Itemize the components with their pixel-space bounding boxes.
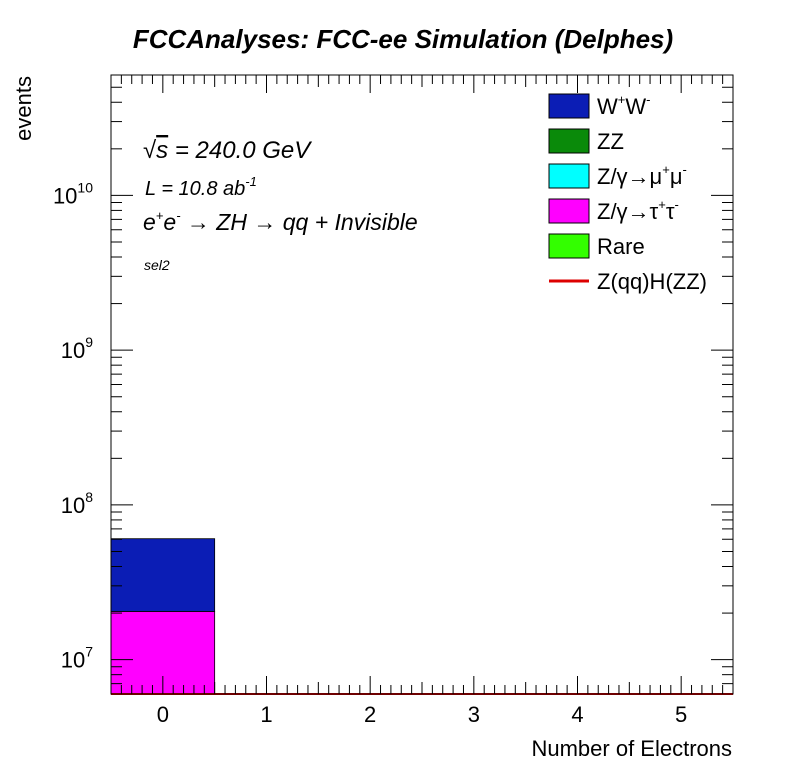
- chart-title: FCCAnalyses: FCC-ee Simulation (Delphes): [133, 24, 673, 54]
- legend-entry: Z/γ→τ+τ-: [548, 197, 679, 224]
- x-tick-label: 4: [571, 702, 583, 727]
- y-tick-label: 107: [61, 644, 93, 673]
- bars-group: [110, 538, 216, 695]
- legend-label: Rare: [597, 234, 645, 259]
- legend-swatch: [548, 163, 590, 189]
- y-axis-label: events: [11, 76, 36, 141]
- legend-entry: ZZ: [548, 128, 624, 154]
- y-tick-label: 1010: [53, 179, 93, 208]
- annotations: √s = 240.0 GeV L = 10.8 ab-1 e+e- → ZH →…: [143, 137, 418, 273]
- legend-swatch: [548, 198, 590, 224]
- legend-label: Z/γ→μ+μ-: [597, 162, 687, 189]
- bar-w-w--bin-0: [110, 538, 216, 612]
- y-tick-label: 108: [61, 489, 93, 518]
- y-tick-labels: 107 108 109 1010: [53, 179, 93, 672]
- x-tick-label: 5: [675, 702, 687, 727]
- y-tick-label: 109: [61, 334, 93, 363]
- legend-label: Z(qq)H(ZZ): [597, 269, 707, 294]
- legend-entry: Z/γ→μ+μ-: [548, 162, 687, 189]
- x-tick-label: 3: [468, 702, 480, 727]
- x-tick-label: 0: [157, 702, 169, 727]
- annotation-energy: √s = 240.0 GeV: [143, 137, 312, 164]
- x-axis-label: Number of Electrons: [531, 736, 732, 761]
- legend-label: W+W-: [597, 92, 650, 119]
- legend-entry: Z(qq)H(ZZ): [549, 269, 707, 294]
- legend-swatch: [548, 93, 590, 119]
- legend-entry: W+W-: [548, 92, 650, 119]
- annotation-process: e+e- → ZH → qq + Invisible: [143, 208, 418, 235]
- x-tick-labels: 0 1 2 3 4 5: [157, 702, 688, 727]
- legend-swatch: [548, 128, 590, 154]
- legend-entry: Rare: [548, 233, 645, 259]
- ticks-group: [110, 74, 734, 695]
- legend-swatch: [548, 233, 590, 259]
- legend-label: Z/γ→τ+τ-: [597, 197, 679, 224]
- annotation-selection: sel2: [144, 257, 170, 273]
- legend: W+W- ZZ Z/γ→μ+μ- Z/γ→τ+τ- Rare Z(qq)H(ZZ): [548, 92, 707, 294]
- legend-label: ZZ: [597, 129, 624, 154]
- x-tick-label: 2: [364, 702, 376, 727]
- annotation-luminosity: L = 10.8 ab-1: [145, 174, 257, 200]
- x-tick-label: 1: [260, 702, 272, 727]
